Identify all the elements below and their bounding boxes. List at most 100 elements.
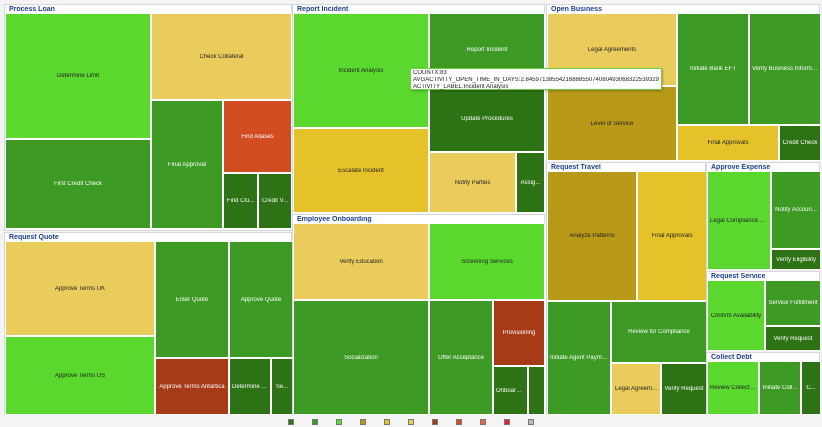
- tile-label: Service Fulfillment: [768, 300, 818, 306]
- treemap-tile[interactable]: Verify Request: [661, 363, 707, 415]
- treemap-tile[interactable]: Initiate Coll...: [759, 361, 801, 415]
- treemap-tile[interactable]: Credit V...: [258, 173, 292, 229]
- treemap-tile[interactable]: Incident Analysis: [293, 13, 429, 128]
- tile-label: C...: [806, 385, 816, 391]
- tile-label: Final Approvals: [651, 233, 693, 239]
- legend-swatch[interactable]: [312, 419, 318, 425]
- group-title: Employee Onboarding: [297, 216, 372, 223]
- tile-label: Report Incident: [466, 46, 508, 53]
- tile-label: Verify Request: [773, 335, 813, 342]
- legend-swatch[interactable]: [408, 419, 414, 425]
- treemap-tile[interactable]: Initiate Bank EFT: [677, 13, 749, 125]
- treemap-tile[interactable]: Approve Terms US: [5, 336, 155, 415]
- legend-swatch[interactable]: [456, 419, 462, 425]
- group-title: Process Loan: [9, 6, 55, 13]
- treemap-group: Report Incident Incident Analysis Report I…: [292, 4, 545, 213]
- treemap-tile[interactable]: First Credit Check: [5, 139, 151, 229]
- treemap-group: Request Travel Analyze Patterns Final Appr…: [546, 162, 707, 415]
- legend-swatch[interactable]: [288, 419, 294, 425]
- tile-label: Enter Quote: [175, 296, 209, 303]
- treemap-tile[interactable]: C...: [801, 361, 821, 415]
- treemap-tile[interactable]: Review Collectibles: [707, 361, 759, 415]
- treemap-tile[interactable]: Credit Check: [779, 125, 821, 161]
- legend-swatch[interactable]: [384, 419, 390, 425]
- tile-label: Onboarding: [496, 387, 527, 394]
- treemap-tile[interactable]: Legal Compliance Check: [707, 171, 771, 270]
- group-title: Request Service: [711, 273, 766, 280]
- treemap-group: Request Service Confirm Availability Servi…: [706, 271, 821, 351]
- group-title: Report Incident: [297, 6, 349, 13]
- tile-label: Offer Acceptance: [438, 354, 484, 361]
- legend-swatch[interactable]: [528, 419, 534, 425]
- treemap-tile[interactable]: Verify Business Informa...: [749, 13, 821, 125]
- treemap-tile[interactable]: Verify Education: [293, 223, 429, 300]
- treemap-tile[interactable]: Notify Parties: [429, 152, 516, 213]
- group-title: Request Quote: [9, 234, 59, 241]
- tile-label: Screening Services: [461, 258, 513, 265]
- treemap-tile[interactable]: Onboarding: [493, 366, 528, 415]
- tile-label: Escalate Incident: [338, 167, 384, 174]
- tile-label: Determine A...: [232, 383, 270, 390]
- treemap-tile[interactable]: Analyze Patterns: [547, 171, 637, 301]
- tile-label: Final Approval: [167, 161, 207, 168]
- treemap-tile[interactable]: Approve Terms UK: [5, 241, 155, 336]
- tooltip-line-activity-label: ACTIVITY_LABEL:Incident Analysis: [413, 84, 509, 90]
- tile-label: Approve Quote: [240, 296, 282, 303]
- treemap-tile[interactable]: Confirm Availability: [707, 280, 765, 351]
- tile-label: Verify Business Informa...: [752, 66, 820, 72]
- legend-swatch[interactable]: [336, 419, 342, 425]
- legend-swatch[interactable]: [504, 419, 510, 425]
- treemap-tile[interactable]: Assig...: [516, 152, 545, 213]
- treemap-tile[interactable]: Level of Service: [547, 86, 677, 161]
- chart-tooltip: COUNTX:83 AVGACTIVITY_OPEN_TIME_IN_DAYS:…: [410, 68, 662, 90]
- group-title: Approve Expense: [711, 164, 771, 171]
- legend-swatch[interactable]: [480, 419, 486, 425]
- tile-label: Credit Check: [782, 140, 818, 146]
- tile-label: Verify Education: [339, 258, 383, 265]
- treemap-tile[interactable]: Determine Limit: [5, 13, 151, 139]
- treemap-group: Approve Expense Legal Compliance Check Not…: [706, 162, 821, 270]
- tile-label: Credit V...: [261, 198, 289, 204]
- color-legend: [0, 417, 822, 427]
- treemap-tile[interactable]: Notify Accoun...: [771, 171, 821, 249]
- treemap-tile[interactable]: Check Collateral: [151, 13, 292, 100]
- treemap-tile[interactable]: Final Approvals: [677, 125, 779, 161]
- treemap-tile[interactable]: Screening Services: [429, 223, 545, 300]
- treemap-tile[interactable]: [528, 366, 545, 415]
- treemap-tile[interactable]: Se...: [271, 358, 293, 415]
- treemap-tile[interactable]: Review for Compliance: [611, 301, 707, 363]
- treemap-tile[interactable]: Provisioning: [493, 300, 545, 366]
- treemap-tile[interactable]: Approve Terms Antartica: [155, 358, 229, 415]
- tile-label: Incident Analysis: [338, 67, 384, 74]
- treemap-tile[interactable]: Final Approvals: [637, 171, 707, 301]
- treemap-tile[interactable]: Update Procedures: [429, 86, 545, 152]
- treemap-tile[interactable]: Initiate Agent Payment: [547, 301, 611, 415]
- tile-label: Legal Agreem...: [614, 386, 658, 392]
- tile-label: Update Procedures: [461, 116, 513, 122]
- tile-label: Check Collateral: [199, 53, 244, 60]
- treemap-tile[interactable]: Final Approval: [151, 100, 223, 229]
- tile-label: Verify Eligibility: [775, 256, 816, 263]
- tile-label: Initiate Bank EFT: [689, 66, 737, 72]
- treemap-group: Open Business Legal Agreements Level of Se…: [546, 4, 821, 161]
- treemap-tile[interactable]: Find Aliases: [223, 100, 292, 173]
- treemap-tile[interactable]: Enter Quote: [155, 241, 229, 358]
- tile-label: Socialization: [344, 354, 378, 361]
- tile-label: Review Collectibles: [710, 385, 758, 391]
- treemap-tile[interactable]: Offer Acceptance: [429, 300, 493, 415]
- treemap-tile[interactable]: Find Clu...: [223, 173, 258, 229]
- legend-swatch[interactable]: [432, 419, 438, 425]
- treemap-tile[interactable]: Determine A...: [229, 358, 271, 415]
- treemap-tile[interactable]: Legal Agreem...: [611, 363, 661, 415]
- treemap-tile[interactable]: Verify Request: [765, 326, 821, 351]
- treemap-group: Process Loan Determine Limit Check Collate…: [4, 4, 292, 231]
- treemap-tile[interactable]: Service Fulfillment: [765, 280, 821, 326]
- legend-swatch[interactable]: [360, 419, 366, 425]
- treemap-tile[interactable]: Socialization: [293, 300, 429, 415]
- treemap-group: Collect Debt Review Collectibles Initiate …: [706, 352, 821, 415]
- tile-label: Analyze Patterns: [569, 233, 615, 239]
- treemap-tile[interactable]: Approve Quote: [229, 241, 293, 358]
- treemap-tile[interactable]: Escalate Incident: [293, 128, 429, 213]
- treemap-tile[interactable]: Verify Eligibility: [771, 249, 821, 270]
